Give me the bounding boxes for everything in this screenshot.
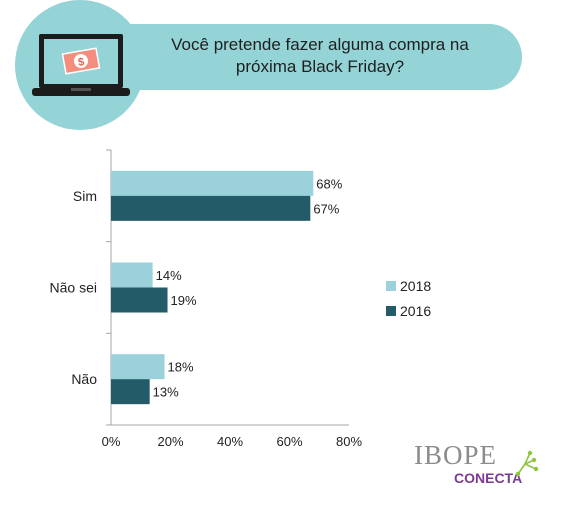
bar: [111, 262, 153, 288]
x-tick-label: 60%: [276, 434, 302, 449]
legend-label: 2018: [400, 278, 431, 294]
header: $ Você pretende fazer alguma compra na p…: [0, 0, 562, 130]
x-tick-label: 20%: [157, 434, 183, 449]
bar: [111, 379, 150, 405]
logo-name: IBOPE: [414, 440, 498, 470]
x-tick-label: 40%: [217, 434, 243, 449]
x-tick-label: 80%: [336, 434, 362, 449]
ibope-conecta-logo: IBOPE CONECTA: [414, 440, 544, 490]
bar: [111, 287, 168, 313]
page-title: Você pretende fazer alguma compra na pró…: [171, 35, 469, 76]
data-label: 67%: [313, 201, 339, 216]
data-label: 68%: [316, 176, 342, 191]
data-label: 13%: [153, 385, 179, 400]
data-label: 18%: [168, 360, 194, 375]
title-banner: [122, 24, 522, 90]
data-label: 14%: [156, 268, 182, 283]
category-label: Sim: [73, 188, 97, 204]
data-label: 19%: [171, 293, 197, 308]
category-label: Não sei: [50, 280, 97, 296]
logo-spark-icon: [515, 450, 539, 477]
logo-sub: CONECTA: [454, 470, 523, 486]
bar: [111, 195, 311, 221]
laptop-money-icon: $: [32, 34, 130, 96]
legend-swatch: [386, 306, 396, 316]
bar-chart: Sim 68% 67% Não sei 14% 19% Não 18% 13% 0% 20% 40% 6…: [50, 149, 431, 449]
category-label: Não: [71, 371, 97, 387]
bar: [111, 354, 165, 380]
x-tick-label: 0%: [102, 434, 121, 449]
svg-text:$: $: [77, 56, 85, 69]
legend-label: 2016: [400, 303, 431, 319]
legend-swatch: [386, 281, 396, 291]
bar: [111, 170, 314, 196]
